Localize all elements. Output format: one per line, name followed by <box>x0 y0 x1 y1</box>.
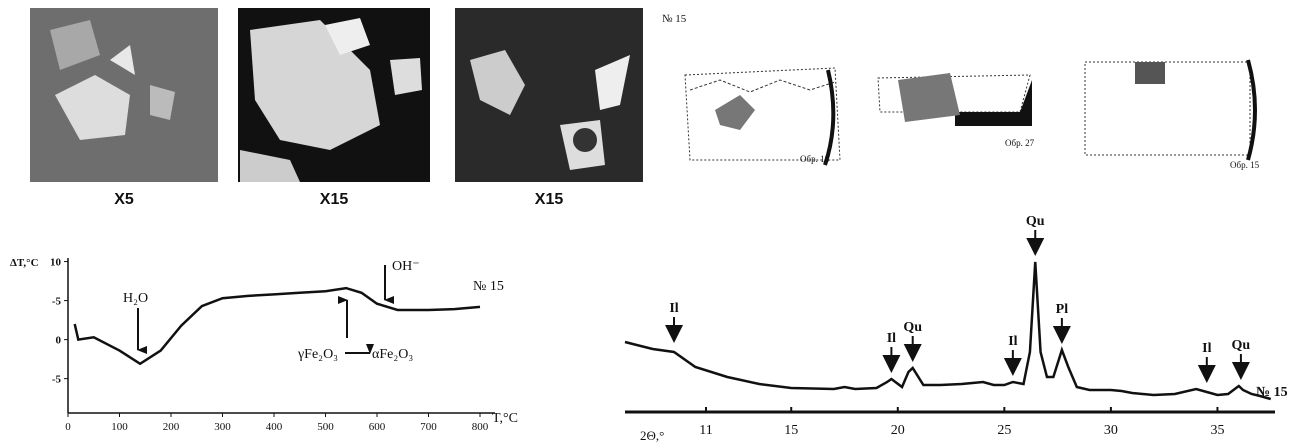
drawings-title: № 15 <box>662 13 687 25</box>
peak-label: Il <box>1202 341 1211 356</box>
peak-marker <box>1026 238 1044 256</box>
annotation: αFe₂O₃ <box>372 347 413 362</box>
x-tick-label: 700 <box>420 421 437 433</box>
peak-marker <box>1198 365 1216 383</box>
pottery-drawing <box>685 60 1255 165</box>
x-tick-label: 11 <box>699 423 712 438</box>
peak-label: Il <box>887 331 896 346</box>
annotation: γFe₂O₃ <box>297 347 338 362</box>
micrograph-caption: X15 <box>320 191 349 208</box>
drawing-label: Обр. 27 <box>1005 138 1035 148</box>
peak-label: Qu <box>903 320 922 335</box>
data-line <box>625 262 1271 399</box>
x-tick-label: 200 <box>163 421 180 433</box>
x-axis-label: 2Θ,° <box>640 428 664 443</box>
peak-marker <box>904 344 922 362</box>
x-tick-label: 600 <box>369 421 386 433</box>
peak-label: Il <box>1008 334 1017 349</box>
annotation: OH⁻ <box>392 259 420 274</box>
peak-label: Qu <box>1026 214 1045 229</box>
x-tick-label: 15 <box>784 423 798 438</box>
sample-label: № 15 <box>473 279 504 294</box>
x-tick-label: 400 <box>266 421 283 433</box>
drawing-label: Обр. 15 <box>1230 160 1260 170</box>
x-tick-label: 300 <box>214 421 231 433</box>
x-tick-label: 25 <box>997 423 1011 438</box>
peak-marker <box>882 355 900 373</box>
x-tick-label: 0 <box>65 421 71 433</box>
x-tick-label: 35 <box>1210 423 1224 438</box>
y-tick-label: -5 <box>52 374 62 386</box>
y-tick-label: 10 <box>50 257 62 269</box>
peak-label: Pl <box>1056 302 1069 317</box>
x-tick-label: 20 <box>891 423 905 438</box>
micrograph-caption: X5 <box>114 191 134 208</box>
micrograph-caption: X15 <box>535 191 564 208</box>
micrograph <box>30 8 218 182</box>
micrograph <box>455 8 643 182</box>
y-tick-label: -5 <box>52 296 62 308</box>
peak-label: Il <box>669 301 678 316</box>
annotation: H₂O <box>123 291 148 306</box>
page: {"micrographs":["X5","X15","X15"], "draw… <box>0 0 1294 445</box>
peak-marker <box>1004 358 1022 376</box>
peak-marker <box>1053 326 1071 344</box>
peak-marker <box>665 325 683 343</box>
x-tick-label: 500 <box>317 421 334 433</box>
y-tick-label: 0 <box>56 335 62 347</box>
x-axis-label: T,°C <box>492 411 518 426</box>
sample-label: № 15 <box>1256 385 1288 400</box>
figure: X5 X15 X15 № 15 Обр. 18 Обр. 27 Обр. 15 … <box>0 0 1294 445</box>
peak-label: Qu <box>1232 338 1251 353</box>
drawing-label: Обр. 18 <box>800 154 830 164</box>
micrograph <box>238 8 430 182</box>
peak-marker <box>1232 362 1250 380</box>
x-tick-label: 800 <box>472 421 489 433</box>
y-axis-label: ΔT,°C <box>10 257 39 269</box>
x-tick-label: 30 <box>1104 423 1118 438</box>
x-tick-label: 100 <box>111 421 128 433</box>
